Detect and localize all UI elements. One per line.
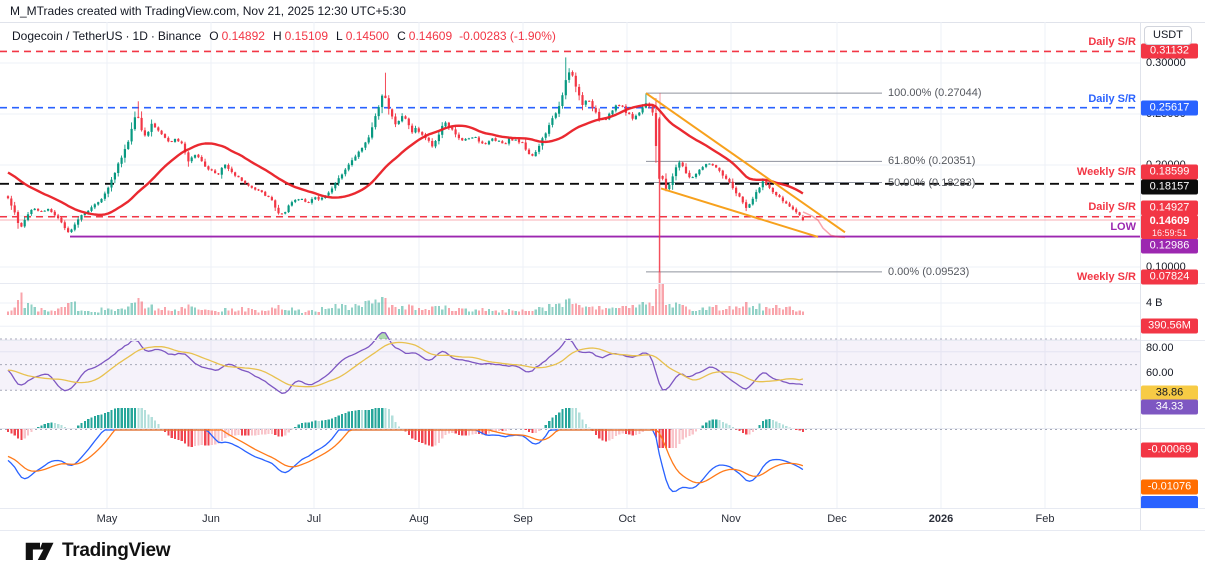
time-axis-tick: Aug [409, 513, 429, 525]
ohlc-key: O [209, 29, 219, 43]
ohlc-value: 0.14892 [221, 29, 265, 43]
time-axis-tick: May [96, 513, 118, 525]
axis-value-badge: 0.18157 [1141, 179, 1198, 195]
ohlc-key: C [397, 29, 406, 43]
exchange-label: Binance [157, 29, 202, 43]
tradingview-logo[interactable]: TradingView [25, 539, 171, 563]
legend: Dogecoin / TetherUS · 1D · Binance O 0.14892 H 0… [12, 29, 559, 43]
sr-drawing-label[interactable]: Daily S/R [1088, 93, 1136, 105]
legend-separator: · [150, 29, 155, 43]
ohlc-value: 0.14609 [408, 29, 453, 43]
time-axis-tick: 2026 [928, 513, 954, 525]
chart-canvas[interactable] [0, 22, 1141, 530]
axis-value-badge: -0.01076 [1141, 479, 1198, 495]
current-price-badge: 0.14609 16:59:51 [1141, 215, 1198, 239]
fib-level-label[interactable]: 61.80% (0.20351) [888, 155, 976, 167]
tradingview-logo-icon [25, 542, 54, 560]
interval-label: 1D [132, 29, 148, 43]
pane-separator [0, 508, 1205, 509]
time-axis-tick: Nov [721, 513, 741, 525]
symbol-title[interactable]: Dogecoin / TetherUS [12, 29, 123, 43]
ohlc-value: 0.14500 [345, 29, 390, 43]
time-axis-tick: Oct [618, 513, 636, 525]
time-axis-tick: Jul [306, 513, 322, 525]
time-axis[interactable]: May Jun Jul Aug Sep Oct Nov Dec 2026 Feb [0, 509, 1140, 530]
axis-value-badge: 38.86 [1141, 385, 1198, 401]
fib-level-label[interactable]: 50.00% (0.18283) [888, 177, 976, 189]
fib-level-label[interactable]: 100.00% (0.27044) [888, 87, 982, 99]
footer: TradingView [0, 531, 1205, 572]
watermark-header: M_MTrades created with TradingView.com, … [0, 0, 1205, 22]
axis-value-badge: 0.25617 [1141, 100, 1198, 116]
ohlc-key: L [336, 29, 343, 43]
tradingview-logo-text: TradingView [62, 540, 171, 561]
price-axis-tick: 60.00 [1146, 367, 1174, 379]
axis-value-badge: 0.14927 [1141, 200, 1198, 216]
sr-drawing-label[interactable]: Weekly S/R [1076, 166, 1136, 178]
macd-line-badge-clipped [1141, 496, 1198, 508]
time-axis-tick: Sep [513, 513, 533, 525]
sr-drawing-label[interactable]: Weekly S/R [1076, 271, 1136, 283]
currency-toggle-button[interactable]: USDT [1144, 26, 1192, 45]
axis-value-badge: 0.07824 [1141, 269, 1198, 285]
axis-value-badge: 34.33 [1141, 399, 1198, 415]
time-axis-tick: Jun [202, 513, 220, 525]
change-value: -0.00283 (-1.90%) [459, 29, 556, 43]
legend-separator: · [125, 29, 130, 43]
price-axis-tick: 4 B [1146, 297, 1163, 309]
price-axis-tick: 80.00 [1146, 342, 1174, 354]
price-axis-tick: 0.30000 [1146, 57, 1186, 69]
bar-countdown: 16:59:51 [1151, 228, 1188, 238]
pane-separator [0, 428, 1205, 429]
time-axis-tick: Feb [1035, 513, 1055, 525]
pane-separator [0, 340, 1205, 341]
price-axis-border [1140, 22, 1141, 530]
fib-level-label[interactable]: 0.00% (0.09523) [888, 266, 970, 278]
sr-drawing-label[interactable]: Daily S/R [1088, 201, 1136, 213]
pane-separator [0, 530, 1205, 531]
axis-value-badge: 0.12986 [1141, 238, 1198, 254]
axis-value-badge: 0.31132 [1141, 43, 1198, 59]
axis-value-badge: -0.00069 [1141, 442, 1198, 458]
sr-drawing-label[interactable]: Daily S/R [1088, 36, 1136, 48]
ohlc-value: 0.15109 [284, 29, 329, 43]
axis-value-badge: 0.18599 [1141, 164, 1198, 180]
pane-separator [0, 283, 1205, 284]
sr-drawing-label[interactable]: LOW [1110, 221, 1136, 233]
current-price-value: 0.14609 [1149, 215, 1190, 227]
time-axis-tick: Dec [827, 513, 847, 525]
ohlc-key: H [272, 29, 282, 43]
chart-top-border [0, 22, 1205, 23]
axis-value-badge: 390.56M [1141, 318, 1198, 334]
